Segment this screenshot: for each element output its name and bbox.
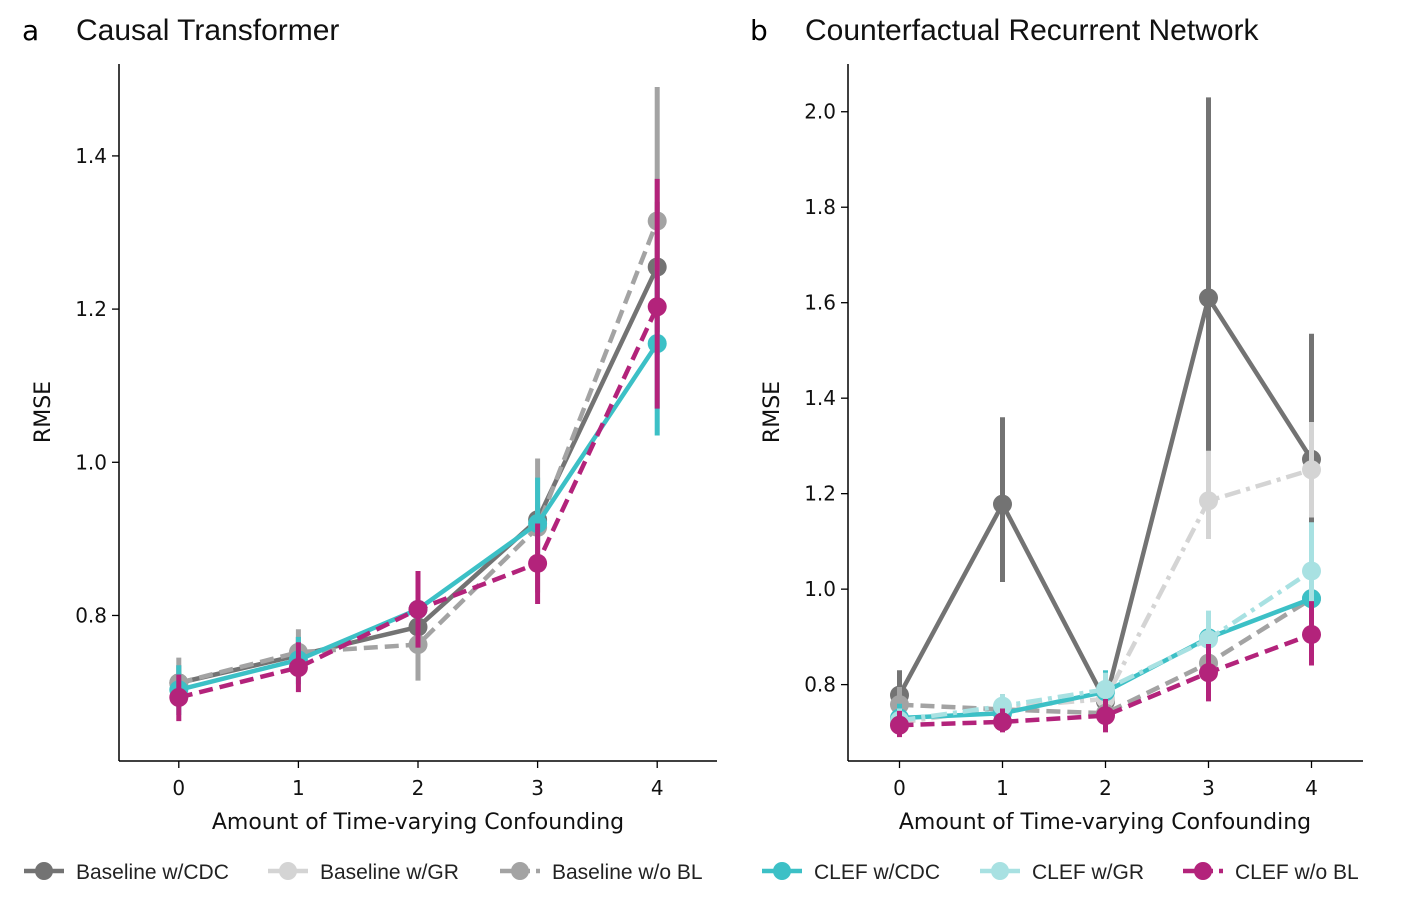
series-line-b-baseline-w-o-bl [899,596,1313,716]
panel-title-b: Counterfactual Recurrent Network [805,14,1260,47]
x-tick-label-a-2: 2 [412,776,425,800]
panel-letter-a: a [22,14,39,47]
legend-item-baseline-cdc: Baseline w/CDC [24,861,229,884]
legend-label-baseline-wobl: Baseline w/o BL [552,861,703,884]
x-tick-label-b-1: 1 [996,776,1009,800]
legend-item-baseline-gr: Baseline w/GR [268,861,459,884]
series-line-b-clef-w-o-bl [899,632,1313,728]
data-point-a-clef-w-o-bl-0 [169,687,189,707]
legend-marker-baseline-cdc [35,862,53,880]
y-tick-label-a-3: 1.4 [75,144,107,168]
y-tick-label-b-5: 1.8 [804,195,836,219]
legend: Baseline w/CDC Baseline w/GR Baseline w/o … [24,861,1359,884]
y-tick-label-a-0: 0.8 [75,603,107,627]
data-point-b-clef-w-gr-4 [1302,561,1321,581]
data-point-b-baseline-w-gr-4 [1302,460,1321,480]
series-line-b-baseline-w-cdc [897,295,1314,704]
data-point-b-clef-w-gr-1 [993,696,1012,716]
legend-marker-clef-cdc [773,862,791,880]
y-tick-label-b-2: 1.2 [804,482,836,506]
data-point-b-clef-w-o-bl-4 [1302,624,1321,644]
x-tick-label-b-4: 4 [1305,776,1318,800]
legend-marker-baseline-gr [279,862,297,880]
y-tick-label-b-0: 0.8 [804,673,836,697]
data-point-a-clef-w-o-bl-2 [408,599,428,619]
y-axis-label-a: RMSE [31,381,56,443]
panel-letter-b: b [750,14,768,47]
legend-marker-clef-gr [991,862,1009,880]
data-point-b-clef-w-o-bl-0 [890,715,909,735]
data-point-b-clef-w-o-bl-3 [1199,663,1218,683]
legend-label-clef-cdc: CLEF w/CDC [814,861,940,884]
series-line-b-clef-w-gr [899,569,1313,723]
data-point-b-baseline-w-cdc-1 [993,494,1012,514]
legend-label-clef-wobl: CLEF w/o BL [1235,861,1359,884]
y-tick-label-a-1: 1.0 [75,450,107,474]
panel-title-a: Causal Transformer [76,14,339,47]
data-point-b-clef-w-gr-3 [1199,629,1218,649]
legend-item-clef-cdc: CLEF w/CDC [762,861,940,884]
x-axis-label-a: Amount of Time-varying Confounding [212,810,624,835]
y-tick-label-b-3: 1.4 [804,386,836,410]
y-tick-label-b-6: 2.0 [804,100,836,124]
legend-item-clef-gr: CLEF w/GR [980,861,1144,884]
series-a-clef-w-o-bl [169,178,667,722]
legend-label-baseline-gr: Baseline w/GR [320,861,459,884]
data-point-b-baseline-w-gr-3 [1199,491,1218,511]
panel-b: b Counterfactual Recurrent Network 0.8 1.… [750,14,1363,835]
legend-item-baseline-wobl: Baseline w/o BL [500,861,703,884]
legend-label-clef-gr: CLEF w/GR [1032,861,1144,884]
panel-a: a Causal Transformer 0.8 1.0 1.2 1.4 0 1 2 3 4 A… [22,14,717,835]
plot-area-a: 0.8 1.0 1.2 1.4 0 1 2 3 4 [75,86,667,800]
x-axis-label-b: Amount of Time-varying Confounding [899,810,1311,835]
y-axis-label-b: RMSE [760,381,785,443]
data-point-b-clef-w-gr-2 [1096,679,1115,699]
series-b-baseline-w-cdc [890,97,1321,719]
x-tick-label-a-0: 0 [172,776,185,800]
legend-label-baseline-cdc: Baseline w/CDC [76,861,229,884]
legend-marker-clef-wobl [1194,862,1212,880]
data-point-a-clef-w-o-bl-3 [528,553,548,573]
x-tick-label-a-3: 3 [531,776,544,800]
data-point-b-clef-w-o-bl-2 [1096,706,1115,726]
legend-marker-baseline-wobl [511,862,529,880]
data-point-a-clef-w-o-bl-1 [288,658,308,678]
legend-item-clef-wobl: CLEF w/o BL [1183,861,1359,884]
x-tick-label-a-4: 4 [651,776,664,800]
y-tick-label-b-4: 1.6 [804,291,836,315]
x-tick-label-b-2: 2 [1099,776,1112,800]
x-tick-label-b-3: 3 [1202,776,1215,800]
x-tick-label-b-0: 0 [893,776,906,800]
series-b-clef-w-o-bl [890,601,1321,738]
data-point-b-clef-w-o-bl-1 [993,712,1012,732]
x-tick-label-a-1: 1 [292,776,305,800]
data-point-b-baseline-w-cdc-3 [1199,288,1218,308]
plot-area-b: 0.8 1.0 1.2 1.4 1.6 1.8 2.0 0 1 2 3 4 [804,97,1321,800]
data-point-a-clef-w-o-bl-4 [647,297,667,317]
y-tick-label-a-2: 1.2 [75,297,107,321]
y-tick-label-b-1: 1.0 [804,577,836,601]
